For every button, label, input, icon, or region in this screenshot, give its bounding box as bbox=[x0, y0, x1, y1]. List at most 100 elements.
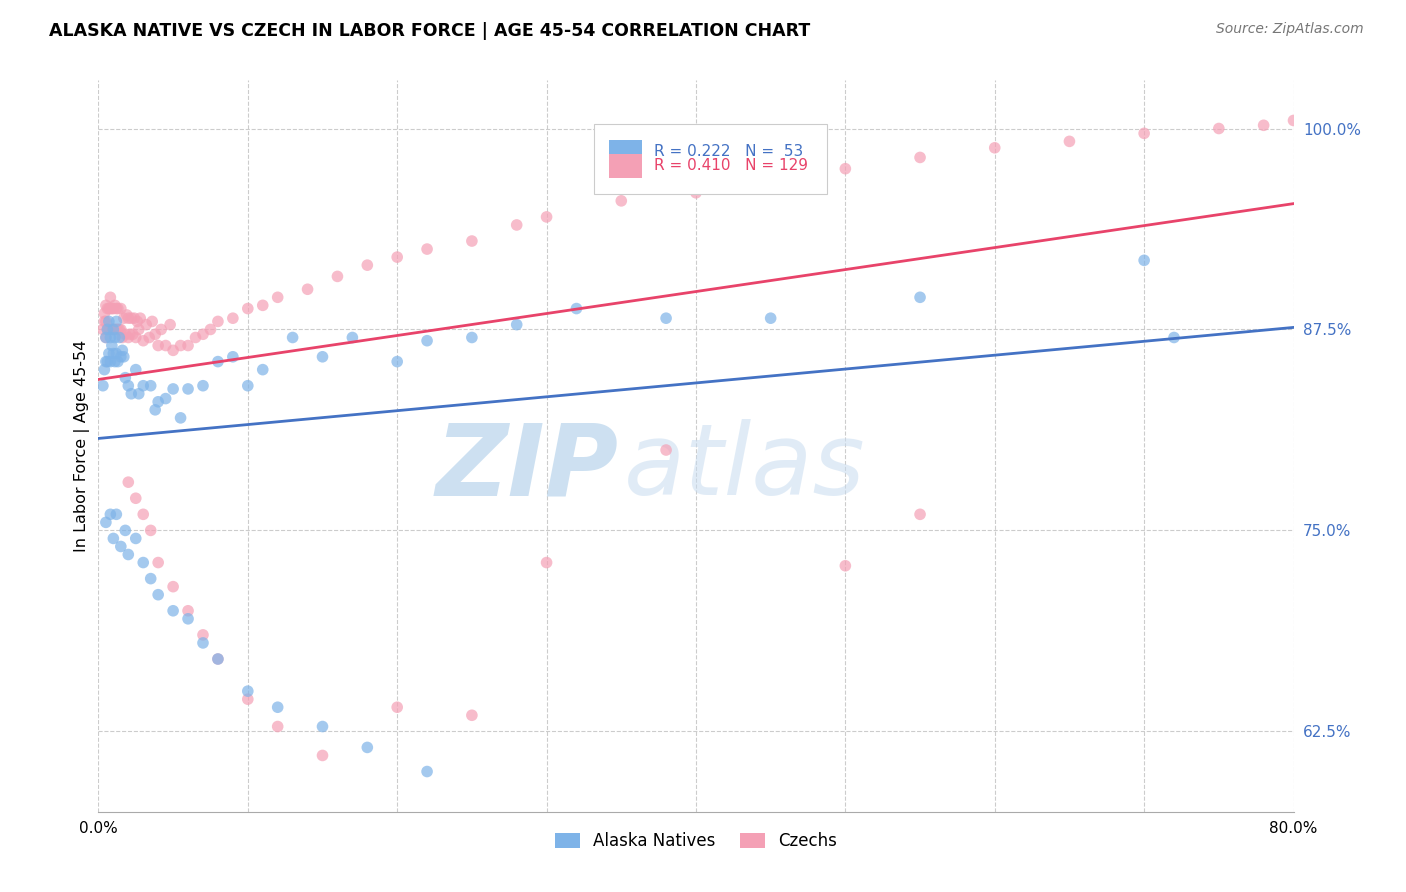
Point bbox=[128, 386, 150, 401]
Bar bbox=[595, 124, 827, 194]
Point bbox=[252, 362, 274, 376]
Text: R = 0.222   N =  53: R = 0.222 N = 53 bbox=[654, 145, 803, 160]
Point bbox=[111, 343, 134, 358]
Point bbox=[326, 269, 349, 284]
Text: ZIP: ZIP bbox=[436, 419, 619, 516]
Point bbox=[117, 330, 139, 344]
Text: Source: ZipAtlas.com: Source: ZipAtlas.com bbox=[1216, 22, 1364, 37]
Point bbox=[121, 327, 143, 342]
Point bbox=[908, 508, 931, 522]
Point bbox=[129, 311, 152, 326]
Point bbox=[311, 748, 333, 763]
Point bbox=[96, 322, 118, 336]
Text: ALASKA NATIVE VS CZECH IN LABOR FORCE | AGE 45-54 CORRELATION CHART: ALASKA NATIVE VS CZECH IN LABOR FORCE | … bbox=[49, 22, 810, 40]
Point bbox=[132, 508, 155, 522]
Point bbox=[111, 330, 134, 344]
Point bbox=[139, 572, 162, 586]
Point bbox=[132, 334, 155, 348]
Point bbox=[162, 604, 184, 618]
Point bbox=[461, 330, 484, 344]
Point bbox=[110, 540, 132, 554]
Point bbox=[120, 311, 142, 326]
Point bbox=[107, 301, 129, 316]
Point bbox=[984, 141, 1007, 155]
Point bbox=[162, 580, 184, 594]
Point bbox=[94, 330, 117, 344]
Point bbox=[1133, 253, 1156, 268]
Point bbox=[96, 322, 118, 336]
Point bbox=[110, 350, 132, 364]
Point bbox=[1163, 330, 1185, 344]
Point bbox=[311, 350, 333, 364]
Point bbox=[155, 338, 177, 352]
Point bbox=[655, 311, 678, 326]
Point bbox=[110, 322, 132, 336]
Point bbox=[112, 350, 135, 364]
Point bbox=[236, 378, 259, 392]
Point bbox=[117, 378, 139, 392]
Point bbox=[685, 186, 707, 200]
Point bbox=[94, 314, 117, 328]
Point bbox=[416, 242, 439, 256]
Point bbox=[94, 354, 117, 368]
Point bbox=[1059, 134, 1081, 148]
Point bbox=[236, 684, 259, 698]
Point bbox=[169, 410, 191, 425]
Point bbox=[105, 322, 128, 336]
Point bbox=[267, 700, 290, 714]
Point bbox=[143, 402, 166, 417]
Point bbox=[103, 532, 125, 546]
Point bbox=[98, 354, 122, 368]
Point bbox=[110, 301, 132, 316]
Point bbox=[139, 524, 162, 538]
Point bbox=[101, 322, 124, 336]
Point bbox=[93, 362, 115, 376]
Point bbox=[222, 311, 245, 326]
Point bbox=[461, 708, 484, 723]
Point bbox=[655, 443, 678, 458]
Point bbox=[311, 719, 333, 733]
Point bbox=[908, 151, 931, 165]
Point bbox=[117, 311, 139, 326]
Point bbox=[114, 370, 136, 384]
Point bbox=[101, 338, 124, 352]
Bar bbox=[609, 140, 643, 163]
Point bbox=[536, 210, 558, 224]
Point bbox=[91, 322, 114, 336]
Point bbox=[177, 604, 200, 618]
Point bbox=[94, 298, 117, 312]
Point bbox=[94, 516, 117, 530]
Point bbox=[908, 290, 931, 304]
Point bbox=[104, 322, 127, 336]
Point bbox=[191, 327, 214, 342]
Point bbox=[610, 194, 633, 208]
Point bbox=[105, 346, 128, 360]
Point bbox=[191, 628, 214, 642]
Point bbox=[148, 556, 170, 570]
Point bbox=[125, 330, 148, 344]
Point bbox=[162, 382, 184, 396]
Point bbox=[1208, 121, 1230, 136]
Point bbox=[207, 652, 229, 666]
Point bbox=[236, 692, 259, 706]
Point bbox=[104, 354, 127, 368]
Point bbox=[103, 322, 125, 336]
Point bbox=[148, 338, 170, 352]
Point bbox=[97, 322, 120, 336]
Point bbox=[536, 556, 558, 570]
Point bbox=[96, 354, 118, 368]
Point bbox=[107, 354, 129, 368]
Point bbox=[124, 311, 146, 326]
Point bbox=[139, 378, 162, 392]
Point bbox=[461, 234, 484, 248]
Point bbox=[177, 338, 200, 352]
Point bbox=[143, 327, 166, 342]
Point bbox=[98, 301, 122, 316]
Point bbox=[155, 392, 177, 406]
Point bbox=[103, 301, 125, 316]
Point bbox=[141, 314, 163, 328]
Point bbox=[108, 322, 131, 336]
Legend: Alaska Natives, Czechs: Alaska Natives, Czechs bbox=[546, 823, 846, 858]
Y-axis label: In Labor Force | Age 45-54: In Labor Force | Age 45-54 bbox=[75, 340, 90, 552]
Point bbox=[98, 322, 122, 336]
